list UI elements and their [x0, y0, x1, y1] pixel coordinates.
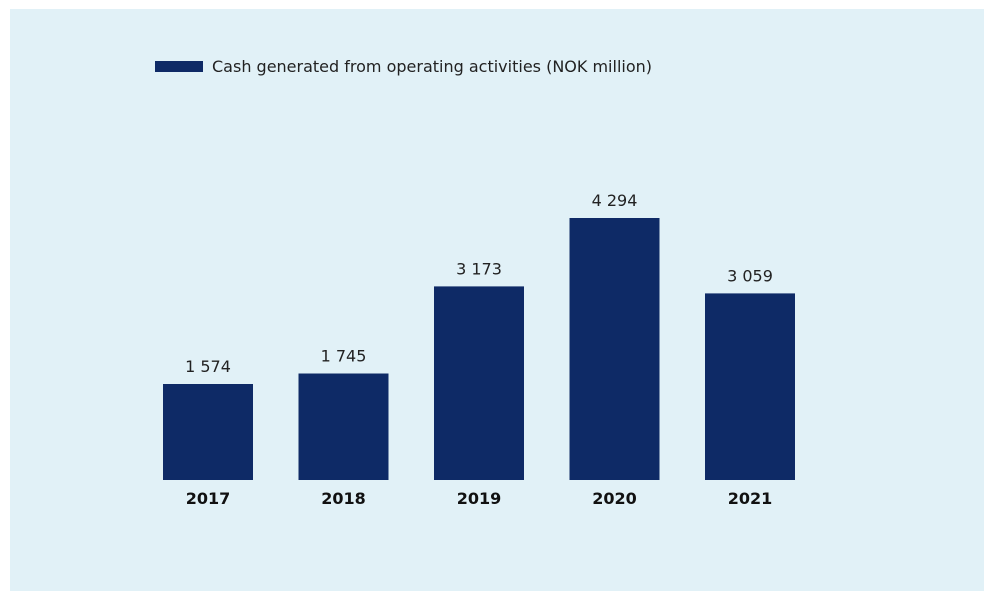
value-label-2018: 1 745	[321, 347, 367, 366]
category-label-2019: 2019	[457, 489, 502, 508]
value-label-2020: 4 294	[592, 191, 638, 210]
legend-label: Cash generated from operating activities…	[212, 56, 652, 76]
legend: Cash generated from operating activities…	[155, 54, 652, 78]
bar-2018	[298, 373, 389, 480]
value-label-2019: 3 173	[456, 259, 502, 278]
legend-swatch	[155, 60, 203, 72]
category-label-2021: 2021	[728, 489, 773, 508]
value-label-2021: 3 059	[727, 266, 773, 285]
bar-2020	[569, 218, 660, 480]
category-label-2018: 2018	[321, 489, 366, 508]
bar-2021	[705, 293, 795, 480]
category-label-2017: 2017	[186, 489, 231, 508]
value-label-2017: 1 574	[185, 357, 231, 376]
bar-2017	[163, 384, 253, 480]
bar-2019	[434, 286, 524, 480]
category-label-2020: 2020	[592, 489, 637, 508]
